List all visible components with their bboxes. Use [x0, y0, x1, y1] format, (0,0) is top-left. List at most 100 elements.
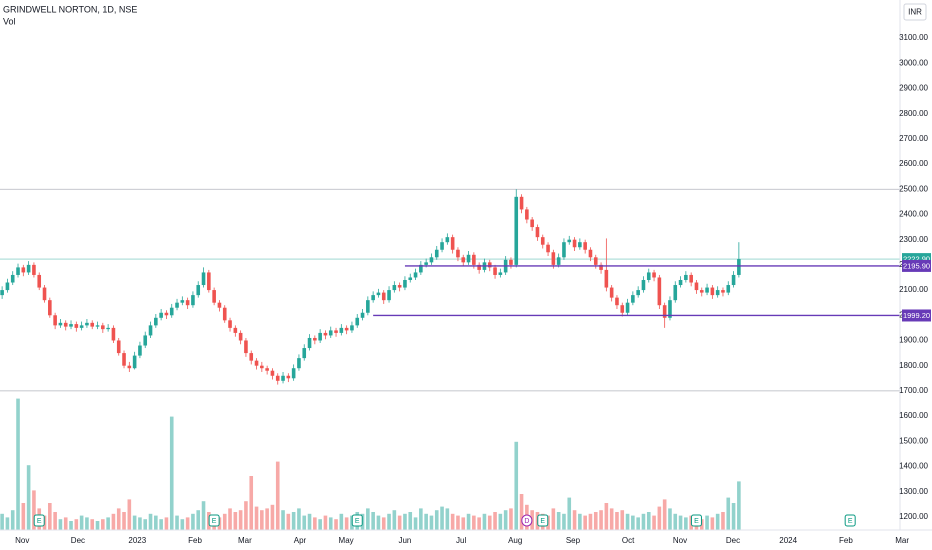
candle-body — [599, 264, 603, 270]
volume-bar — [116, 508, 121, 530]
volume-bar — [424, 513, 428, 530]
candle-body — [90, 322, 95, 327]
candle-body — [10, 274, 15, 283]
candle-body — [249, 353, 254, 361]
candle-body — [169, 307, 174, 316]
candle-body — [138, 345, 142, 356]
x-tick-label: Nov — [673, 536, 687, 545]
volume-bar — [26, 465, 31, 530]
candle-body — [588, 249, 593, 258]
volume-bar — [159, 519, 163, 530]
volume-bar — [366, 508, 370, 530]
x-tick-label: May — [339, 536, 354, 545]
volume-bar — [169, 416, 174, 530]
candle-body — [737, 259, 741, 275]
event-label: E — [694, 518, 699, 525]
volume-bar — [503, 510, 508, 530]
event-marker — [208, 514, 220, 527]
candle-body — [111, 327, 116, 341]
volume-bar — [95, 521, 100, 530]
candle-body — [63, 322, 68, 327]
volume-bar — [588, 513, 593, 530]
x-tick-label: Feb — [839, 536, 853, 545]
candle-body — [212, 290, 216, 303]
x-tick-label: 2024 — [779, 536, 797, 545]
volume-bar — [21, 503, 26, 530]
volume-bar — [487, 515, 492, 530]
candle-body — [21, 267, 26, 273]
y-tick-label: 1600.00 — [899, 411, 928, 420]
volume-bar — [408, 512, 413, 530]
symbol-title: GRINDWELL NORTON, 1D, NSE — [3, 4, 137, 14]
candle-body — [487, 262, 492, 268]
candle-body — [556, 257, 561, 265]
x-tick-label: Aug — [508, 536, 522, 545]
candle-body — [673, 285, 678, 301]
volume-bar — [302, 515, 307, 530]
candle-body — [477, 264, 481, 270]
candle-body — [58, 322, 63, 326]
volume-bar — [334, 519, 338, 530]
price-box — [902, 309, 931, 322]
candle-body — [297, 358, 301, 369]
plot-area: E E E ED E E — [0, 188, 900, 530]
candle-body — [238, 332, 243, 341]
volume-bar — [636, 517, 640, 530]
candle-body — [710, 287, 715, 296]
volume-bar — [631, 515, 635, 530]
volume-bar — [291, 512, 296, 530]
price-box-label: 1999.20 — [903, 311, 930, 320]
volume-bar — [85, 517, 89, 530]
volume-bar — [434, 510, 439, 530]
volume-bar — [132, 515, 137, 530]
y-tick-label: 2600.00 — [899, 159, 928, 168]
event-marker — [537, 514, 549, 527]
candle-body — [201, 272, 206, 286]
candle-body — [291, 368, 296, 379]
volume-bar — [297, 508, 301, 530]
volume-title: Vol — [3, 16, 16, 26]
volume-bar — [668, 508, 672, 530]
volume-bar — [419, 508, 423, 530]
currency[interactable]: INR — [908, 8, 922, 17]
candle-body — [578, 242, 582, 248]
x-tick-label: Mar — [895, 536, 909, 545]
candle-body — [360, 312, 365, 318]
volume-bar — [519, 494, 524, 530]
volume-bar — [604, 503, 609, 530]
candle-body — [403, 279, 407, 288]
candle-body — [445, 237, 450, 243]
candle-body — [275, 375, 280, 381]
candle-body — [101, 325, 105, 330]
candle-body — [286, 375, 291, 379]
candle-body — [180, 300, 185, 303]
volume-bar — [673, 513, 678, 530]
candle-body — [535, 227, 540, 238]
volume-bar — [662, 499, 667, 530]
candle-body — [350, 325, 354, 331]
volume-bar — [175, 515, 179, 530]
candle-body — [530, 219, 534, 228]
volume-bar — [69, 521, 73, 530]
candle-body — [636, 290, 640, 296]
candle-body — [127, 365, 132, 369]
candle-body — [461, 257, 466, 263]
currency-box[interactable] — [903, 3, 927, 21]
volume-bar — [456, 515, 460, 530]
volume-bar — [376, 515, 381, 530]
x-tick-label: Dec — [726, 536, 740, 545]
volume-bar — [328, 517, 333, 530]
candle-body — [143, 335, 148, 346]
candle-body — [53, 315, 57, 326]
volume-bar — [403, 513, 407, 530]
volume-bar — [562, 513, 566, 530]
candle-body — [95, 325, 100, 327]
y-tick-label: 2700.00 — [899, 134, 928, 143]
volume-bar — [413, 517, 418, 530]
volume-bar — [53, 512, 57, 530]
volume-bar — [726, 497, 731, 530]
volume-bar — [48, 503, 52, 530]
volume-bar — [154, 515, 158, 530]
price-box-label: 2195.90 — [903, 261, 930, 270]
